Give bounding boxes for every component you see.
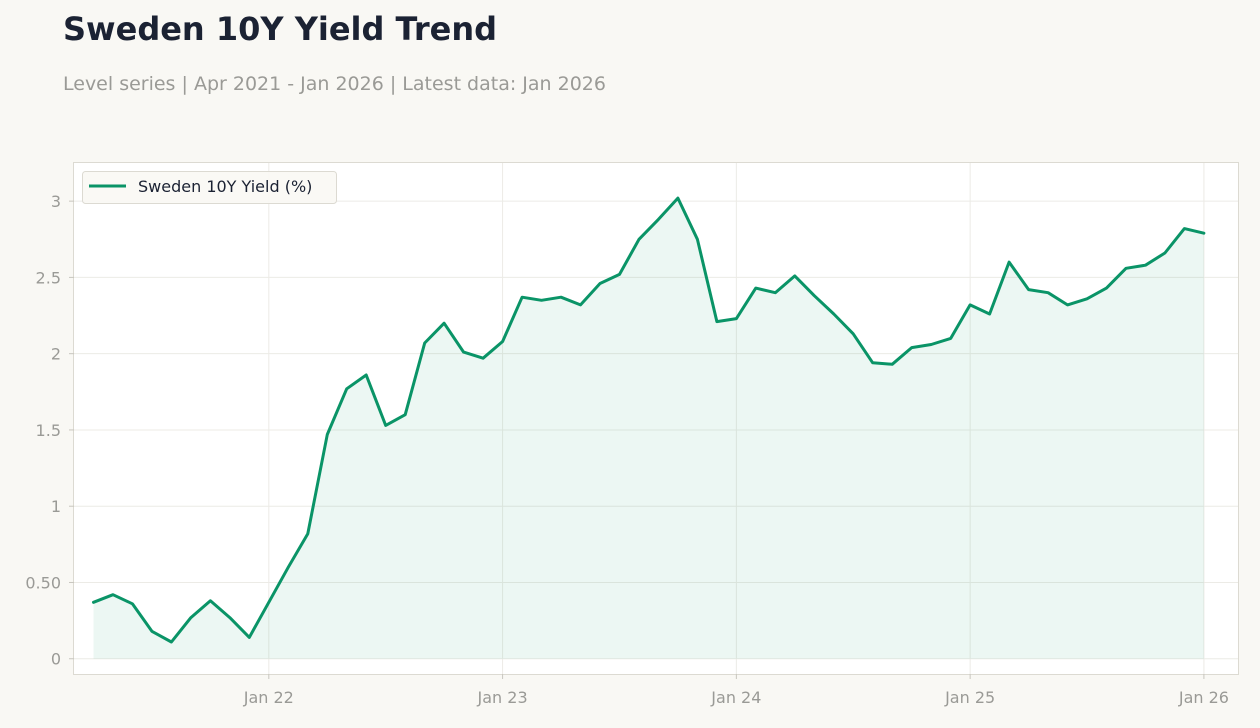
y-tick-label: 2.5 [36,268,61,287]
plot-area [73,162,1239,675]
legend: Sweden 10Y Yield (%) [82,171,337,204]
x-tick-label: Jan 22 [243,688,294,707]
legend-box [82,171,337,204]
y-tick-label: 3 [51,192,61,211]
chart-subtitle: Level series | Apr 2021 - Jan 2026 | Lat… [63,73,606,95]
y-tick-label: 1 [51,497,61,516]
x-tick-label: Jan 24 [710,688,761,707]
series-area-fill [93,198,1204,659]
y-tick-label: 1.5 [36,421,61,440]
y-axis-ticks: 0 0.50 1 1.5 2 2.5 3 [25,192,74,669]
y-tick-label: 0.50 [25,573,61,592]
y-tick-label: 2 [51,345,61,364]
chart-title: Sweden 10Y Yield Trend [63,10,498,48]
x-tick-label: Jan 23 [477,688,528,707]
series-line [92,196,1206,644]
gridlines [74,163,1238,674]
y-tick-label: 0 [51,650,61,669]
x-tick-label: Jan 25 [944,688,995,707]
legend-label: Sweden 10Y Yield (%) [138,177,312,196]
x-axis-ticks: Jan 22 Jan 23 Jan 24 Jan 25 Jan 26 [243,674,1229,707]
x-tick-label: Jan 26 [1178,688,1229,707]
